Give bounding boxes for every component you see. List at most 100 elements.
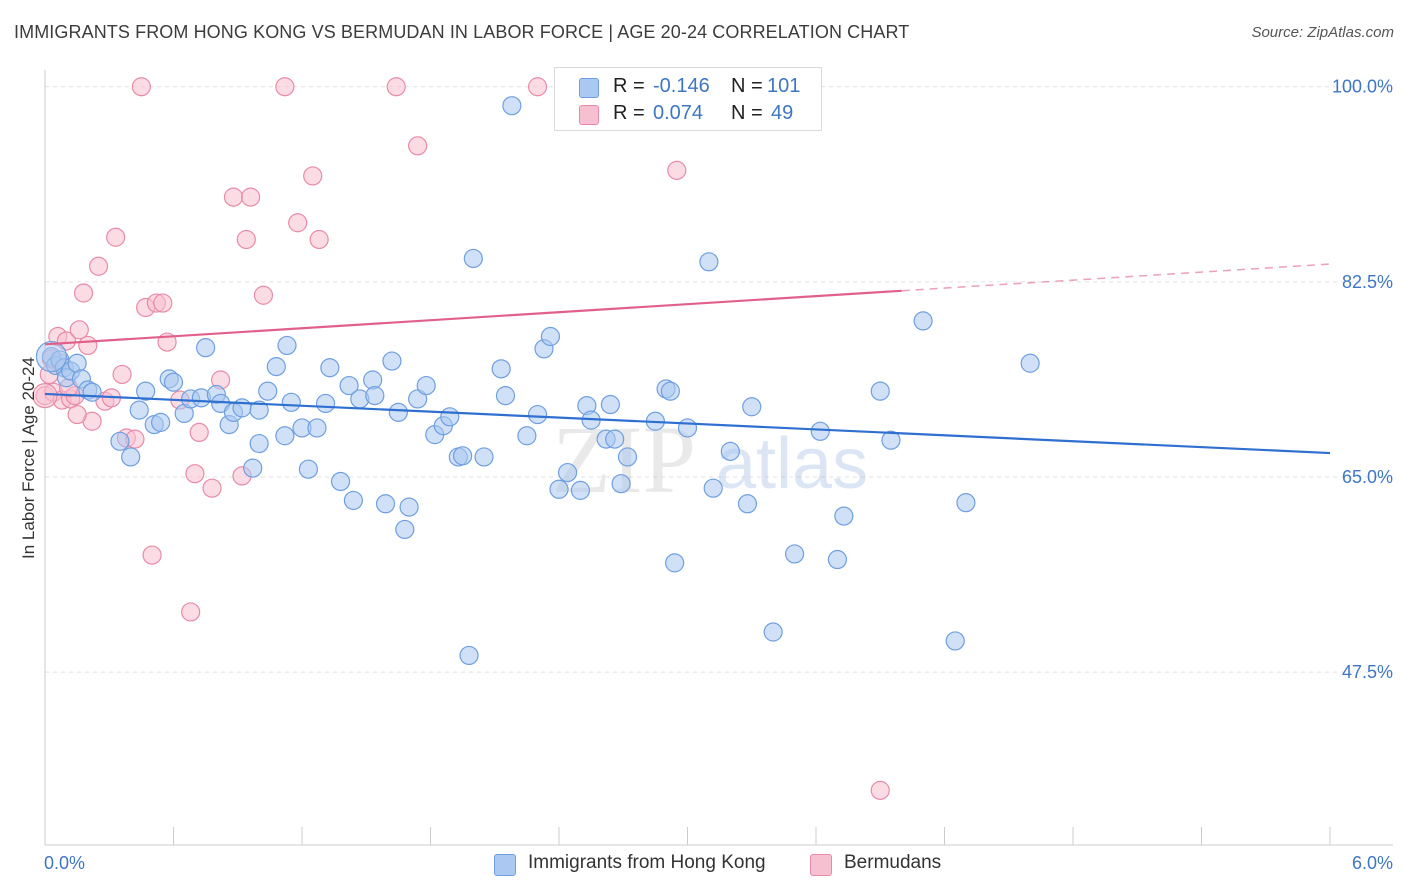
legend-row-bermudans: R = 0.074 N = 49 <box>555 100 821 128</box>
x-tick-label-min: 0.0% <box>44 853 85 873</box>
hong-kong-point <box>339 375 359 396</box>
bermudan-point <box>870 780 890 800</box>
hong-kong-point <box>834 506 854 526</box>
hong-kong-point <box>388 402 408 422</box>
y-axis-label: In Labor Force | Age 20-24 <box>19 357 38 559</box>
bermudan-point <box>112 364 132 385</box>
legend-n-label: N = <box>731 75 763 97</box>
bottom-legend-label: Immigrants from Hong Kong <box>528 852 766 873</box>
legend-row-hong-kong: R = -0.146 N = 101 <box>555 73 821 101</box>
trend-line-dashed-1 <box>901 263 1331 292</box>
bermudan-point <box>106 227 126 247</box>
y-tick-label: 47.5% <box>1342 662 1393 682</box>
bermudan-point <box>69 320 89 340</box>
hong-kong-point <box>320 358 340 378</box>
hong-kong-point <box>913 311 933 331</box>
trend-line-0 <box>44 392 1331 455</box>
chart-title: IMMIGRANTS FROM HONG KONG VS BERMUDAN IN… <box>14 22 910 42</box>
hong-kong-point <box>945 631 965 651</box>
hong-kong-point <box>395 519 415 540</box>
bottom-legend-label: Bermudans <box>844 852 942 873</box>
hong-kong-point <box>549 479 569 499</box>
legend-r-label: R = <box>613 75 645 97</box>
bermudan-point-large <box>32 383 58 409</box>
hong-kong-point <box>459 645 479 666</box>
hong-kong-point <box>881 430 901 450</box>
hong-kong-point <box>600 394 621 415</box>
hong-kong-point <box>266 357 286 377</box>
trend-lines <box>44 263 1331 455</box>
bermudan-point <box>527 77 548 97</box>
hong-kong-point <box>617 447 638 467</box>
y-tick-labels: 100.0% 82.5% 65.0% 47.5% <box>1332 77 1393 682</box>
hong-kong-point <box>275 426 295 446</box>
bermudan-point <box>275 77 295 97</box>
grid-lines <box>45 86 1390 673</box>
hong-kong-point <box>281 392 301 412</box>
hong-kong-point <box>527 404 548 425</box>
hong-kong-point <box>956 493 976 513</box>
hong-kong-point <box>121 447 141 467</box>
bermudan-point <box>288 213 308 233</box>
hong-kong-point <box>737 494 758 514</box>
hong-kong-point <box>82 382 102 402</box>
legend-swatch-pink <box>579 105 599 125</box>
bermudan-point <box>223 187 244 207</box>
hong-kong-point <box>611 474 631 494</box>
hong-kong-point <box>416 375 436 396</box>
hong-kong-point <box>660 381 680 401</box>
hong-kong-point <box>151 412 171 432</box>
bottom-legend-swatch-blue <box>494 854 516 876</box>
legend-n-value: 101 <box>767 75 801 97</box>
hong-kong-point <box>343 490 363 511</box>
hong-kong-point <box>382 351 402 371</box>
hong-kong-point <box>665 553 685 573</box>
bermudan-point <box>181 602 201 622</box>
bermudan-point <box>88 256 109 276</box>
bermudan-point <box>309 229 329 250</box>
bermudan-point <box>667 160 687 180</box>
hong-kong-point <box>408 389 428 409</box>
hong-kong-point <box>249 433 269 454</box>
bermudan-point <box>386 77 406 97</box>
bermudan-point <box>142 545 162 565</box>
hong-kong-point <box>258 381 278 401</box>
hong-kong-point <box>463 248 483 269</box>
hong-kong-point <box>243 458 263 478</box>
hong-kong-point <box>375 494 396 514</box>
chart-source: Source: ZipAtlas.com <box>1251 24 1394 41</box>
hong-kong-point-large <box>35 340 68 373</box>
hong-kong-point <box>784 544 805 564</box>
watermark-atlas: atlas <box>716 424 868 504</box>
bermudan-point <box>241 187 261 207</box>
hong-kong-point <box>677 418 698 438</box>
legend-r-value: -0.146 <box>653 75 710 97</box>
hong-kong-point <box>249 400 269 420</box>
series-hong-kong <box>35 72 1040 666</box>
hong-kong-point <box>720 441 740 461</box>
hong-kong-point <box>474 447 494 467</box>
hong-kong-point <box>399 497 419 517</box>
hong-kong-point <box>163 372 184 392</box>
hong-kong-point <box>453 446 473 466</box>
bermudan-point <box>73 283 94 303</box>
y-tick-label: 82.5% <box>1342 272 1393 292</box>
bermudan-point <box>236 229 256 250</box>
hong-kong-point <box>365 386 385 406</box>
hong-kong-point <box>763 622 783 642</box>
trend-line-solid-1 <box>44 289 902 346</box>
hong-kong-point <box>440 407 460 427</box>
hong-kong-point <box>557 462 578 483</box>
hong-kong-point <box>810 421 830 441</box>
bermudan-point <box>303 166 323 186</box>
hong-kong-point <box>570 480 591 500</box>
hong-kong-point <box>699 252 719 272</box>
hong-kong-point <box>491 359 511 379</box>
y-tick-label: 100.0% <box>1332 77 1393 97</box>
hong-kong-point <box>1020 353 1040 373</box>
legend-n-value: 49 <box>771 102 794 124</box>
hong-kong-point <box>315 393 336 414</box>
hong-kong-point <box>540 326 561 347</box>
bermudan-point <box>253 285 274 305</box>
hong-kong-point <box>330 471 351 492</box>
